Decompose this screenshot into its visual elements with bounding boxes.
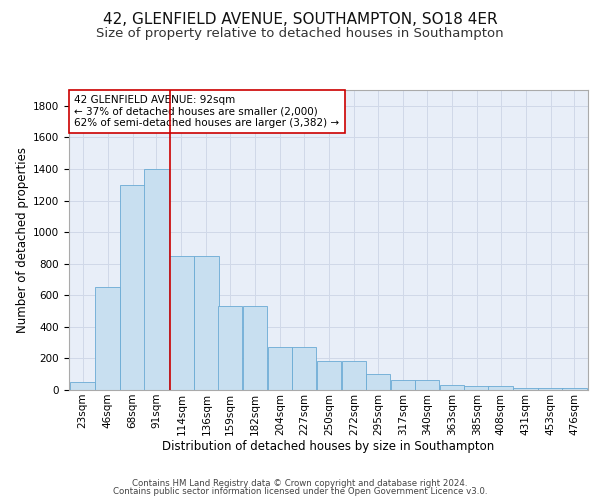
Bar [562, 388, 587, 390]
Bar [365, 374, 390, 390]
Bar [268, 348, 292, 390]
Bar [391, 380, 415, 390]
Bar [194, 256, 218, 390]
Bar [514, 388, 538, 390]
Bar [218, 306, 242, 390]
Bar [415, 380, 439, 390]
Text: Contains public sector information licensed under the Open Government Licence v3: Contains public sector information licen… [113, 487, 487, 496]
Bar [70, 382, 95, 390]
Text: 42 GLENFIELD AVENUE: 92sqm
← 37% of detached houses are smaller (2,000)
62% of s: 42 GLENFIELD AVENUE: 92sqm ← 37% of deta… [74, 94, 340, 128]
Text: Size of property relative to detached houses in Southampton: Size of property relative to detached ho… [96, 28, 504, 40]
Bar [488, 386, 513, 390]
Bar [95, 288, 120, 390]
Bar [292, 348, 316, 390]
Text: 42, GLENFIELD AVENUE, SOUTHAMPTON, SO18 4ER: 42, GLENFIELD AVENUE, SOUTHAMPTON, SO18 … [103, 12, 497, 28]
Bar [121, 184, 145, 390]
Bar [169, 256, 194, 390]
Bar [243, 306, 268, 390]
X-axis label: Distribution of detached houses by size in Southampton: Distribution of detached houses by size … [163, 440, 494, 454]
Bar [440, 386, 464, 390]
Bar [144, 169, 169, 390]
Bar [342, 361, 366, 390]
Bar [464, 386, 489, 390]
Bar [317, 361, 341, 390]
Bar [538, 388, 563, 390]
Y-axis label: Number of detached properties: Number of detached properties [16, 147, 29, 333]
Text: Contains HM Land Registry data © Crown copyright and database right 2024.: Contains HM Land Registry data © Crown c… [132, 478, 468, 488]
